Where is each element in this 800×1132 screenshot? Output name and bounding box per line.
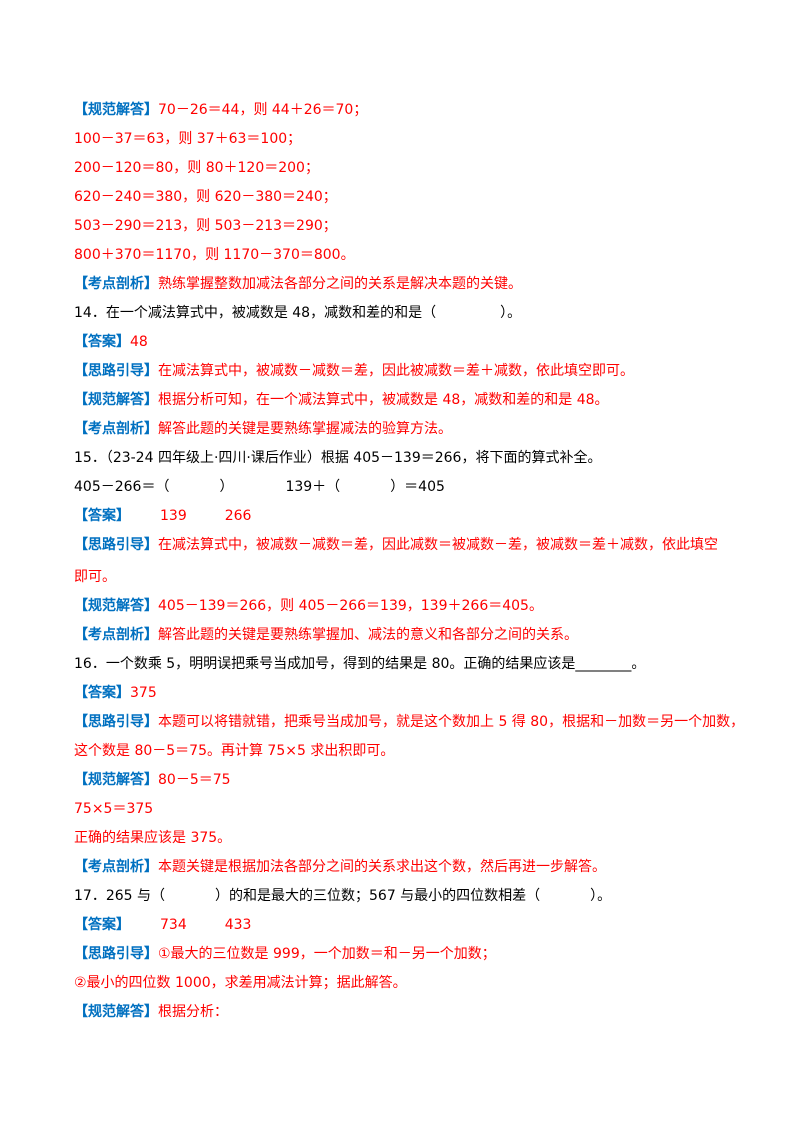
q14-stem-b: ）。 (500, 305, 522, 321)
answer-value-1: 734 (160, 917, 187, 933)
answer-tag: 【答案】 (74, 334, 130, 350)
answer-value-1: 139 (160, 508, 187, 524)
guide-text: 本题可以将错就错，把乘号当成加号，就是这个数加上 5 得 80，根据和－加数＝另… (158, 714, 745, 730)
solution-text: 根据分析可知，在一个减法算式中，被减数是 48，减数和差的和是 48。 (158, 392, 609, 408)
answer-value: 48 (130, 334, 148, 350)
answer-value-2: 266 (224, 508, 252, 524)
solution-tag: 【规范解答】 (74, 772, 158, 788)
answer-value-2: 433 (224, 917, 252, 933)
q14-guide: 【思路引导】在减法算式中，被减数－减数＝差，因此被减数＝差＋减数，依此填空即可。 (74, 361, 760, 381)
q17-solution: 【规范解答】根据分析： (74, 1002, 760, 1022)
q16-solution-line-2: 75×5＝375 (74, 801, 154, 817)
q14-stem: 14．在一个减法算式中，被减数是 48，减数和差的和是（ ）。 (74, 303, 760, 323)
q15-solution: 【规范解答】405－139＝266，则 405－266＝139，139＋266＝… (74, 596, 760, 616)
q15-guide-line-2: 即可。 (74, 569, 116, 585)
q16-stem: 16．一个数乘 5，明明误把乘号当成加号，得到的结果是 80。正确的结果应该是_… (74, 656, 646, 672)
q14-stem-a: 14．在一个减法算式中，被减数是 48，减数和差的和是（ (74, 305, 437, 321)
q13-solution-line-6: 800＋370＝1170，则 1170－370＝800。 (74, 247, 355, 263)
analysis-text: 熟练掌握整数加减法各部分之间的关系是解决本题的关键。 (158, 276, 522, 292)
analysis-text: 解答此题的关键是要熟练掌握加、减法的意义和各部分之间的关系。 (158, 627, 578, 643)
solution-text: 80－5＝75 (158, 772, 231, 788)
q17-answer: 【答案】 734 433 (74, 915, 760, 935)
q13-solution-line-5: 503－290＝213，则 503－213＝290； (74, 218, 337, 234)
q13-analysis: 【考点剖析】熟练掌握整数加减法各部分之间的关系是解决本题的关键。 (74, 274, 760, 294)
q16-guide-line-2: 这个数是 80－5＝75。再计算 75×5 求出积即可。 (74, 743, 395, 759)
analysis-text: 解答此题的关键是要熟练掌握减法的验算方法。 (158, 421, 452, 437)
q16-answer: 【答案】375 (74, 683, 760, 703)
answer-value: 375 (130, 685, 157, 701)
answer-tag: 【答案】 (74, 917, 130, 933)
guide-tag: 【思路引导】 (74, 714, 158, 730)
q15-blanks: 405－266＝（ ） 139＋（ ）＝405 (74, 477, 760, 497)
q13-solution-line-4: 620－240＝380，则 620－380＝240； (74, 189, 337, 205)
q15-blank2-a: 139＋（ (285, 479, 341, 495)
guide-tag: 【思路引导】 (74, 946, 158, 962)
q15-analysis: 【考点剖析】解答此题的关键是要熟练掌握加、减法的意义和各部分之间的关系。 (74, 625, 760, 645)
q15-blank1-b: ） (219, 479, 234, 495)
q15-blank1-a: 405－266＝（ (74, 479, 170, 495)
analysis-tag: 【考点剖析】 (74, 276, 158, 292)
guide-text: ①最大的三位数是 999，一个加数＝和－另一个加数； (158, 946, 496, 962)
analysis-tag: 【考点剖析】 (74, 859, 158, 875)
solution-tag: 【规范解答】 (74, 598, 158, 614)
solution-text: 根据分析： (158, 1004, 228, 1020)
q13-solution-line-3: 200－120＝80，则 80＋120＝200； (74, 160, 319, 176)
analysis-text: 本题关键是根据加法各部分之间的关系求出这个数，然后再进一步解答。 (158, 859, 606, 875)
solution-text: 70－26＝44，则 44＋26＝70； (158, 102, 368, 118)
guide-text: 在减法算式中，被减数－减数＝差，因此被减数＝差＋减数，依此填空即可。 (158, 363, 634, 379)
solution-text: 405－139＝266，则 405－266＝139，139＋266＝405。 (158, 598, 543, 614)
q14-analysis: 【考点剖析】解答此题的关键是要熟练掌握减法的验算方法。 (74, 419, 760, 439)
q16-analysis: 【考点剖析】本题关键是根据加法各部分之间的关系求出这个数，然后再进一步解答。 (74, 857, 760, 877)
answer-tag: 【答案】 (74, 508, 130, 524)
q17-guide: 【思路引导】①最大的三位数是 999，一个加数＝和－另一个加数； (74, 944, 760, 964)
guide-text: 在减法算式中，被减数－减数＝差，因此减数＝被减数－差，被减数＝差＋减数，依此填空 (158, 537, 718, 553)
q17-guide-line-2: ②最小的四位数 1000，求差用减法计算；据此解答。 (74, 975, 407, 991)
q16-guide: 【思路引导】本题可以将错就错，把乘号当成加号，就是这个数加上 5 得 80，根据… (74, 712, 760, 732)
q17-stem-a: 17．265 与（ (74, 888, 165, 904)
q15-blank2-b: ）＝405 (390, 479, 445, 495)
answer-tag: 【答案】 (74, 685, 130, 701)
q17-stem: 17．265 与（ ）的和是最大的三位数；567 与最小的四位数相差（ ）。 (74, 886, 760, 906)
q15-stem: 15．（23-24 四年级上·四川·课后作业）根据 405－139＝266，将下… (74, 450, 602, 466)
solution-tag: 【规范解答】 (74, 1004, 158, 1020)
q13-solution-line-1: 【规范解答】70－26＝44，则 44＋26＝70； (74, 100, 760, 120)
q16-solution-line-3: 正确的结果应该是 375。 (74, 830, 232, 846)
solution-tag: 【规范解答】 (74, 102, 158, 118)
q15-guide: 【思路引导】在减法算式中，被减数－减数＝差，因此减数＝被减数－差，被减数＝差＋减… (74, 535, 760, 555)
guide-tag: 【思路引导】 (74, 537, 158, 553)
q13-solution-line-2: 100－37＝63，则 37＋63＝100； (74, 131, 302, 147)
q14-answer: 【答案】48 (74, 332, 760, 352)
q16-solution: 【规范解答】80－5＝75 (74, 770, 760, 790)
analysis-tag: 【考点剖析】 (74, 627, 158, 643)
analysis-tag: 【考点剖析】 (74, 421, 158, 437)
q14-solution: 【规范解答】根据分析可知，在一个减法算式中，被减数是 48，减数和差的和是 48… (74, 390, 760, 410)
solution-tag: 【规范解答】 (74, 392, 158, 408)
guide-tag: 【思路引导】 (74, 363, 158, 379)
q17-stem-c: ）。 (590, 888, 612, 904)
q17-stem-b: ）的和是最大的三位数；567 与最小的四位数相差（ (215, 888, 541, 904)
q15-answer: 【答案】 139 266 (74, 506, 760, 526)
